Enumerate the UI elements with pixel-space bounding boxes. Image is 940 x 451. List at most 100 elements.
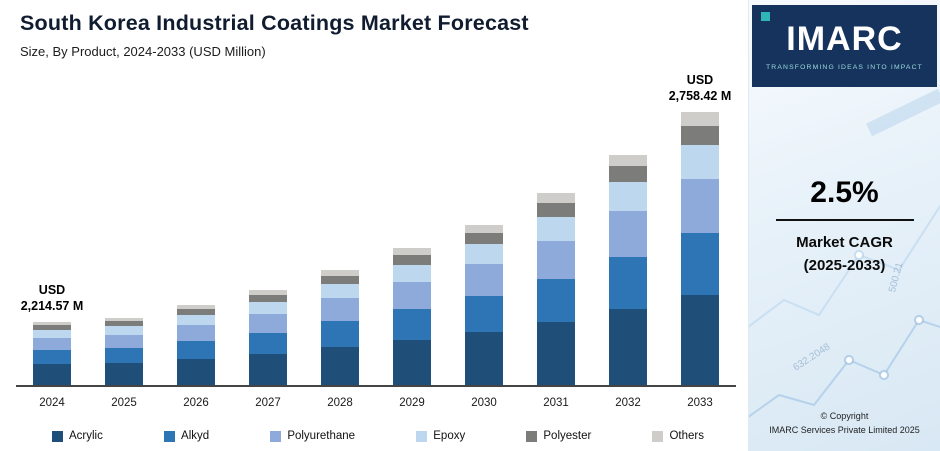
bar-segment-others: [393, 248, 431, 255]
x-tick-label-2024: 2024: [39, 397, 65, 409]
bar-segment-others: [105, 318, 143, 321]
bar-segment-epoxy: [681, 145, 719, 179]
stacked-bar-2032: [609, 155, 647, 385]
bar-segment-polyester: [465, 233, 503, 244]
stacked-bar-2033: [681, 112, 719, 385]
bar-slot-2032: [592, 62, 664, 385]
bar-segment-acrylic: [609, 309, 647, 385]
stacked-bar-2024: [33, 322, 71, 385]
imarc-logo: IMARC TRANSFORMING IDEAS INTO IMPACT: [752, 5, 937, 87]
legend-marker-epoxy: [416, 430, 428, 442]
bar-segment-alkyd: [609, 257, 647, 309]
cagr-block: 2.5% Market CAGR (2025-2033): [749, 176, 940, 277]
bar-segment-polyurethane: [681, 179, 719, 233]
bar-segment-others: [537, 193, 575, 203]
bar-segment-polyester: [537, 203, 575, 217]
bar-segment-epoxy: [537, 217, 575, 241]
bar-segment-epoxy: [465, 244, 503, 264]
cagr-period: (2025-2033): [803, 256, 886, 274]
stacked-bar-2029: [393, 248, 431, 385]
bar-slot-2026: [160, 62, 232, 385]
bar-slot-2031: [520, 62, 592, 385]
bar-segment-acrylic: [465, 332, 503, 385]
bar-slot-2033: USD 2,758.42 M: [664, 62, 736, 385]
copyright-line2: IMARC Services Private Limited 2025: [769, 425, 920, 436]
bar-slot-2030: [448, 62, 520, 385]
chart-subtitle: Size, By Product, 2024-2033 (USD Million…: [20, 44, 266, 59]
x-tick-label-2032: 2032: [615, 397, 641, 409]
copyright-line1: © Copyright: [820, 411, 869, 422]
sidebar: 500.21 632.2048 IMARC TRANSFORMING IDEAS…: [748, 0, 940, 451]
logo-tagline: TRANSFORMING IDEAS INTO IMPACT: [766, 63, 923, 71]
x-axis-labels: 2024 2025 2026 2027 2028 2029 2030 2031 2032 2033: [16, 397, 736, 409]
stacked-bar-2025: [105, 318, 143, 385]
stacked-bar-2028: [321, 270, 359, 385]
page-title: South Korea Industrial Coatings Market F…: [20, 11, 529, 35]
bar-segment-epoxy: [249, 302, 287, 314]
bar-segment-acrylic: [105, 363, 143, 385]
bar-segment-acrylic: [321, 347, 359, 385]
bar-segment-others: [681, 112, 719, 126]
legend-label: Acrylic: [69, 430, 103, 442]
legend-item-alkyd: Alkyd: [164, 430, 209, 442]
bar-segment-others: [177, 305, 215, 309]
bar-segment-alkyd: [465, 296, 503, 332]
x-tick-label-2033: 2033: [687, 397, 713, 409]
bar-segment-alkyd: [537, 279, 575, 322]
bar-slot-2027: [232, 62, 304, 385]
bar-segment-epoxy: [609, 182, 647, 211]
legend-item-polyester: Polyester: [526, 430, 591, 442]
bar-segment-polyester: [681, 126, 719, 145]
legend-marker-alkyd: [164, 430, 176, 442]
bar-segment-polyester: [177, 309, 215, 315]
copyright: © Copyright IMARC Services Private Limit…: [749, 410, 940, 438]
bar-segment-polyurethane: [393, 282, 431, 309]
bar-segment-polyester: [393, 255, 431, 265]
cagr-underline: [775, 219, 914, 221]
bar-segment-polyurethane: [321, 298, 359, 321]
bar-segment-others: [321, 270, 359, 276]
x-tick-label-2030: 2030: [471, 397, 497, 409]
bar-segment-polyurethane: [33, 338, 71, 350]
bar-segment-acrylic: [249, 354, 287, 385]
bar-segment-alkyd: [681, 233, 719, 295]
bar-segment-acrylic: [177, 359, 215, 385]
bar-segment-polyester: [321, 276, 359, 284]
bar-segment-alkyd: [393, 309, 431, 340]
bar-slot-2025: [88, 62, 160, 385]
cagr-value: 2.5%: [810, 176, 879, 209]
chart-area: South Korea Industrial Coatings Market F…: [16, 11, 736, 442]
bar-segment-polyurethane: [249, 314, 287, 333]
bar-segment-acrylic: [33, 364, 71, 385]
bar-slot-2028: [304, 62, 376, 385]
legend: Acrylic Alkyd Polyurethane Epoxy Polyester Ot…: [52, 430, 704, 442]
bar-segment-polyurethane: [465, 264, 503, 296]
bar-segment-epoxy: [393, 265, 431, 282]
bar-segment-epoxy: [105, 326, 143, 335]
legend-marker-others: [652, 430, 664, 442]
x-tick-label-2031: 2031: [543, 397, 569, 409]
value-label-2033: USD 2,758.42 M: [668, 72, 732, 103]
legend-label: Epoxy: [433, 430, 466, 442]
x-tick-label-2027: 2027: [255, 397, 281, 409]
logo-text: IMARC: [786, 19, 903, 58]
legend-marker-polyurethane: [270, 430, 282, 442]
bar-segment-others: [465, 225, 503, 233]
plot: USD 2,214.57 M USD 2,758.42 M: [16, 62, 736, 387]
bar-segment-epoxy: [321, 284, 359, 298]
legend-marker-polyester: [526, 430, 538, 442]
bar-segment-acrylic: [681, 295, 719, 385]
bar-slot-2024: USD 2,214.57 M: [16, 62, 88, 385]
legend-item-others: Others: [652, 430, 704, 442]
bar-segment-alkyd: [105, 348, 143, 363]
logo-teal-square-icon: [761, 12, 770, 21]
bar-segment-acrylic: [537, 322, 575, 385]
bar-segment-polyurethane: [537, 241, 575, 279]
bar-segment-polyester: [609, 166, 647, 182]
bar-segment-polyester: [105, 321, 143, 326]
bar-segment-polyurethane: [177, 325, 215, 341]
bar-segment-others: [609, 155, 647, 166]
bar-segment-others: [249, 290, 287, 295]
x-tick-label-2026: 2026: [183, 397, 209, 409]
